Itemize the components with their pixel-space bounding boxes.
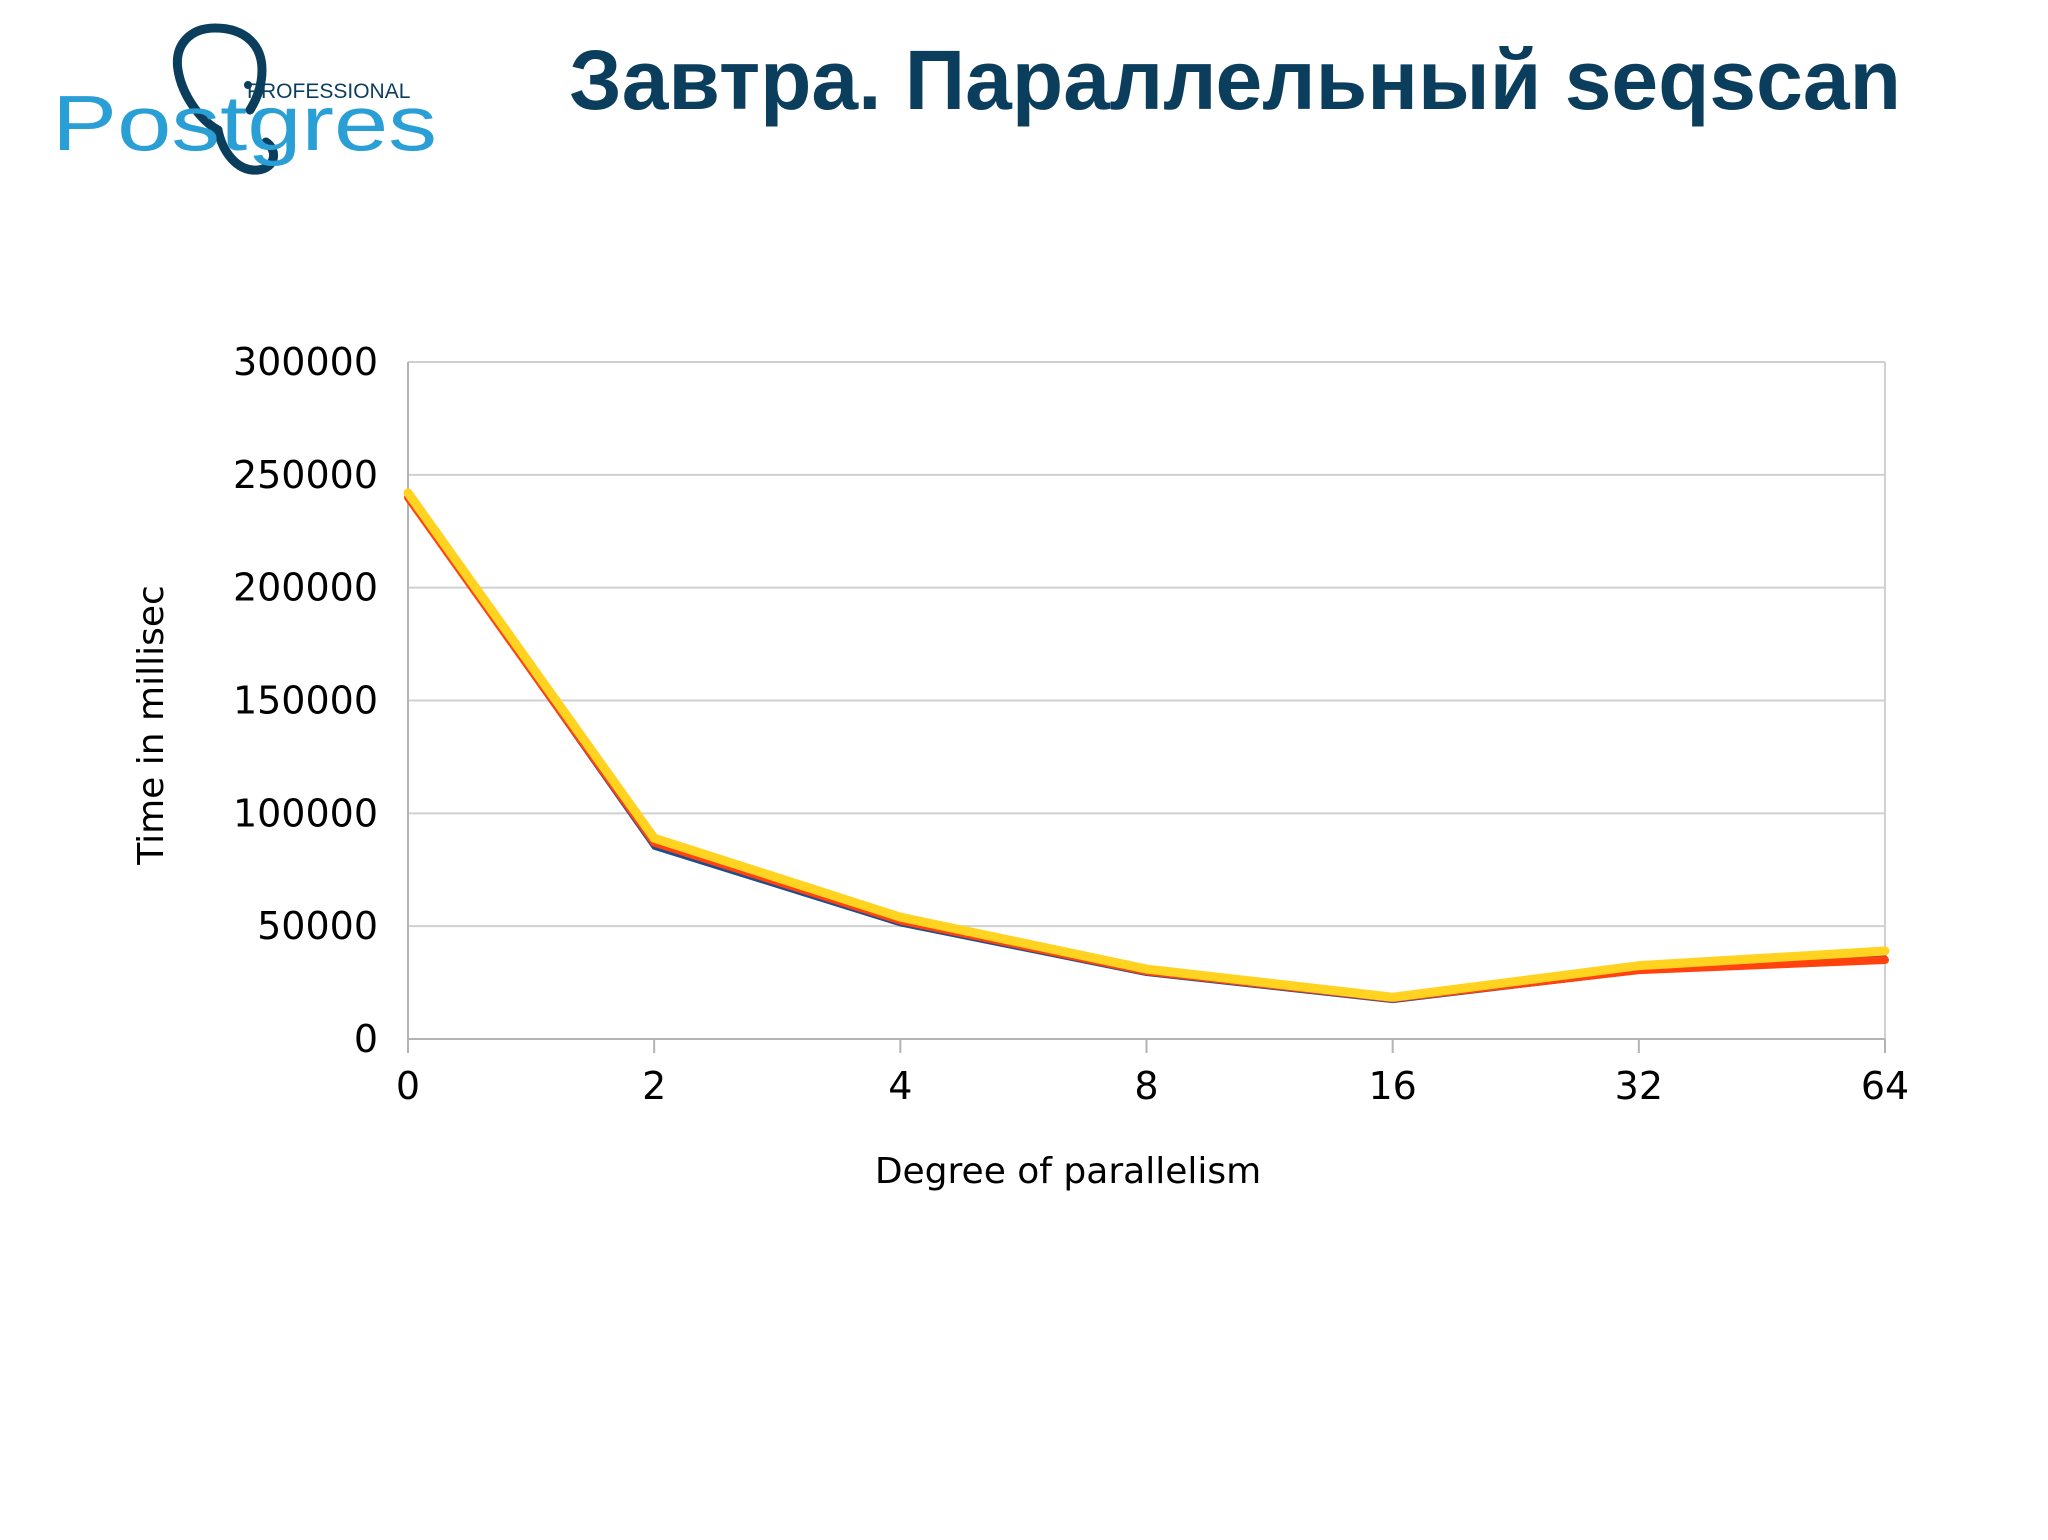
data-series	[403, 488, 1890, 1004]
series-line-1	[405, 494, 1888, 1004]
y-tick-label: 150000	[233, 679, 378, 723]
series-line-2	[404, 493, 1889, 1003]
postgres-professional-logo: PROFESSIONAL Postgres	[52, 23, 437, 175]
x-axis-label: Degree of parallelism	[875, 1151, 1261, 1192]
slide-title: Завтра. Параллельный seqscan	[569, 33, 1901, 127]
x-tick-label: 4	[888, 1064, 912, 1108]
y-tick-labels: 0 50000 100000 150000 200000 250000 300000	[233, 340, 378, 1061]
axes	[407, 362, 1886, 1053]
y-tick-label: 250000	[233, 453, 378, 497]
x-tick-label: 8	[1134, 1064, 1158, 1108]
x-tick-label: 0	[396, 1064, 420, 1108]
y-tick-label: 100000	[233, 791, 378, 835]
y-tick-label: 300000	[233, 340, 378, 384]
logo-professional-text: PROFESSIONAL	[247, 80, 410, 103]
logo-wordmark-text: Postgres	[52, 79, 437, 167]
x-tick-label: 64	[1861, 1064, 1909, 1108]
grid-lines	[408, 361, 1886, 1039]
y-tick-label: 0	[354, 1017, 378, 1061]
x-tick-labels: 0 2 4 8 16 32 64	[396, 1064, 1909, 1108]
elephant-icon	[172, 23, 278, 175]
x-tick-label: 2	[642, 1064, 666, 1108]
x-tick-label: 32	[1615, 1064, 1663, 1108]
x-tick-label: 16	[1368, 1064, 1416, 1108]
y-tick-label: 200000	[233, 566, 378, 610]
y-tick-label: 50000	[257, 904, 378, 948]
series-line-3	[403, 488, 1890, 1002]
y-axis-label: Time in millisec	[131, 585, 172, 866]
